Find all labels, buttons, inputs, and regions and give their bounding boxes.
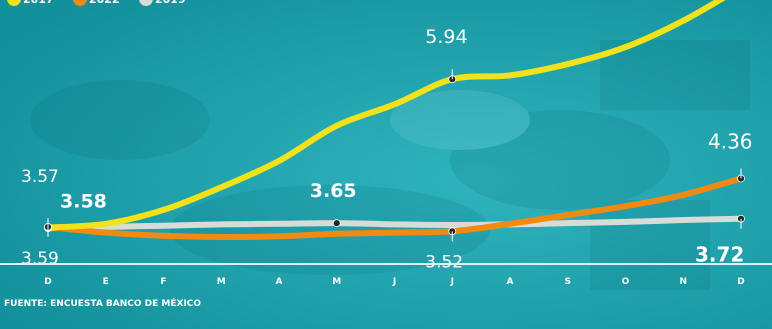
data-label-2017-0: 3.58	[60, 191, 107, 213]
data-label-2019-12: 3.72	[695, 243, 744, 267]
data-label-2022-0: 3.59	[21, 249, 59, 269]
x-tick-label-8: A	[507, 277, 514, 287]
source-note: FUENTE: ENCUESTA BANCO DE MÉXICO	[4, 297, 201, 309]
legend-label-2017: 2017	[23, 0, 54, 6]
x-tick-label-5: M	[332, 277, 341, 287]
x-tick-label-2: F	[160, 277, 166, 287]
x-tick-label-10: O	[622, 277, 630, 287]
data-label-2022-12: 4.36	[708, 130, 753, 154]
point-marker-2019-5	[332, 219, 341, 228]
data-label-2017-7: 5.94	[425, 26, 467, 48]
series-line-2022	[45, 175, 744, 241]
background-texture	[30, 40, 750, 290]
series-line-2019	[45, 215, 744, 232]
x-tick-label-1: E	[103, 277, 109, 287]
legend-label-2022: 2022	[89, 0, 120, 6]
x-tick-label-0: D	[44, 277, 51, 287]
legend-swatch-2017	[7, 0, 21, 6]
x-tick-label-6: J	[392, 277, 396, 287]
legend-swatch-2019	[139, 0, 153, 6]
legend: 2017 2022 2019	[7, 0, 186, 6]
x-tick-label-7: J	[450, 277, 454, 287]
series-layer	[45, 0, 744, 241]
x-tick-label-4: A	[276, 277, 283, 287]
data-label-2019-0: 3.57	[21, 167, 59, 187]
series-line-2017	[45, 0, 726, 231]
x-tick-label-12: D	[737, 277, 744, 287]
legend-swatch-2022	[73, 0, 87, 6]
data-label-2019-5: 3.65	[310, 180, 357, 202]
x-tick-label-9: S	[565, 277, 571, 287]
data-label-layer: 3.573.58 3.59 5.94 3.65 3.52 4.36 3.72	[21, 26, 753, 272]
data-label-2022-7: 3.52	[425, 252, 463, 272]
x-tick-label-3: M	[217, 277, 226, 287]
x-tick-label-11: N	[679, 277, 687, 287]
legend-label-2019: 2019	[155, 0, 186, 6]
